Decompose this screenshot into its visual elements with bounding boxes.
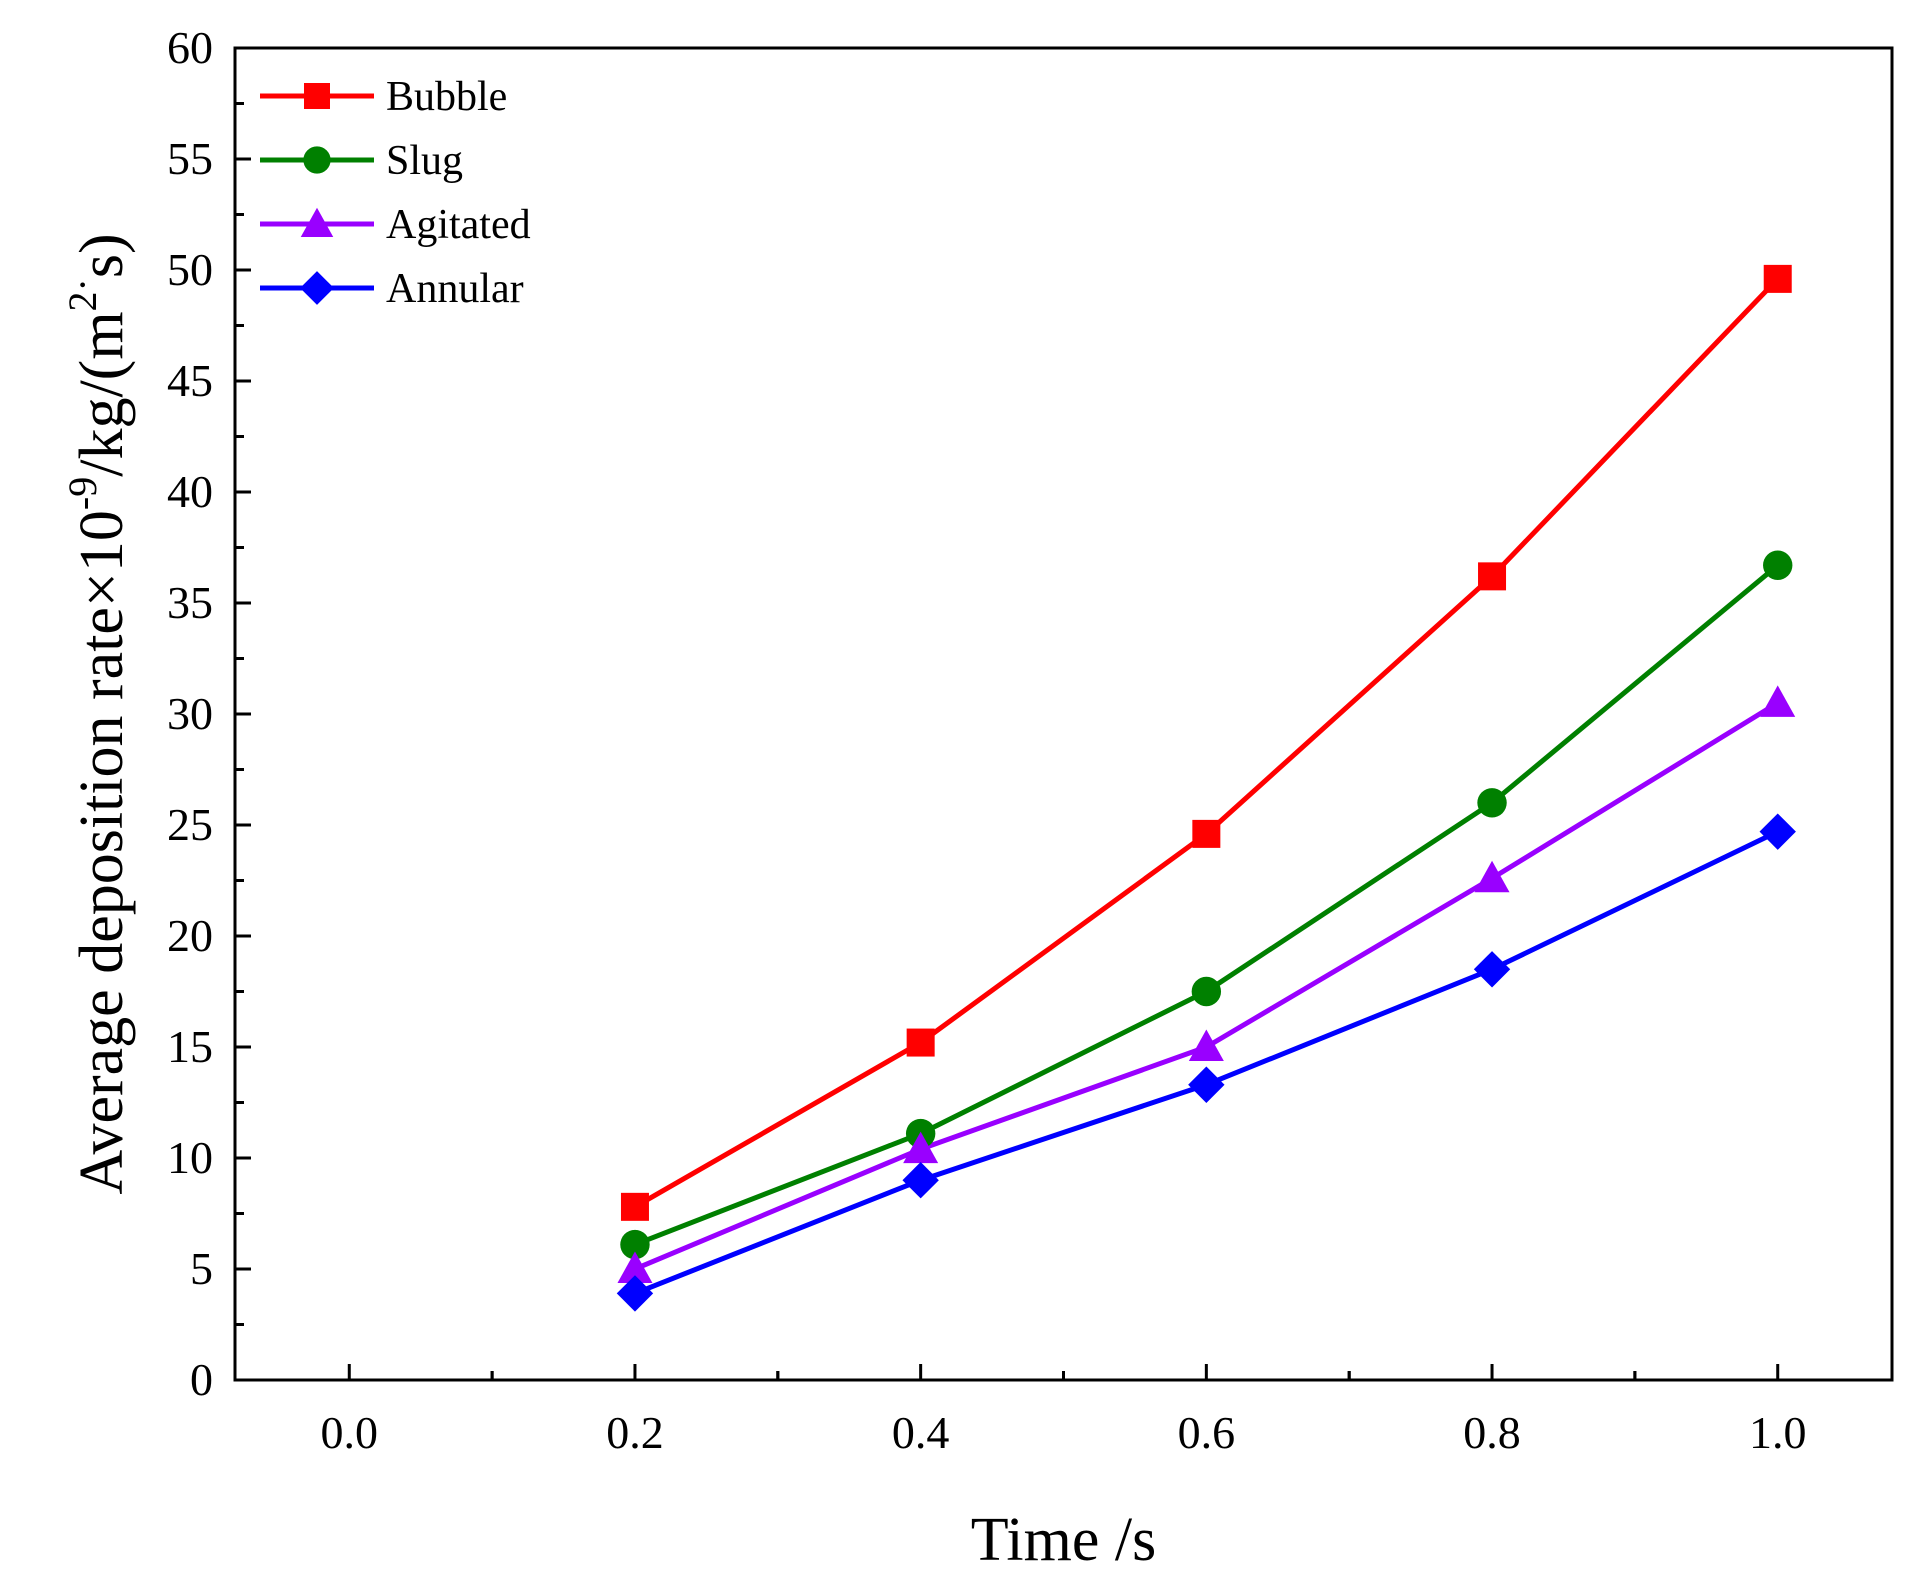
line-chart: 0.0 0.2 0.4 0.6 0.8 1.0 0 5 10 15 20 25 30 35 40 45 50 5… xyxy=(0,0,1917,1582)
x-tick-label: 0.0 xyxy=(321,1407,379,1458)
x-tick-label: 0.6 xyxy=(1178,1407,1236,1458)
legend-label-annular: Annular xyxy=(386,266,524,312)
x-tick-label: 0.4 xyxy=(892,1407,950,1458)
legend-marker-slug xyxy=(303,146,330,173)
y-axis-title-superscript-square: 2 xyxy=(60,291,105,311)
y-tick-label: 10 xyxy=(167,1132,213,1183)
data-point-bubble xyxy=(1192,820,1220,848)
y-tick-label: 50 xyxy=(167,244,213,295)
data-point-slug xyxy=(1763,551,1792,580)
x-tick-label: 0.2 xyxy=(606,1407,664,1458)
y-tick-label: 20 xyxy=(167,910,213,961)
y-tick-label: 0 xyxy=(190,1354,213,1405)
legend-label-slug: Slug xyxy=(386,138,463,184)
y-tick-label: 45 xyxy=(167,355,213,406)
data-point-slug xyxy=(1477,788,1506,817)
x-axis-title: Time /s xyxy=(971,1506,1157,1574)
y-tick-label: 15 xyxy=(167,1021,213,1072)
data-point-slug xyxy=(1192,977,1221,1006)
y-tick-label: 5 xyxy=(190,1243,213,1294)
y-axis-title-main: Average deposition rate×10 xyxy=(68,510,136,1195)
y-tick-label: 60 xyxy=(167,22,213,73)
x-tick-label: 1.0 xyxy=(1749,1407,1807,1458)
y-tick-label: 55 xyxy=(167,133,213,184)
data-point-bubble xyxy=(907,1029,935,1057)
data-point-bubble xyxy=(621,1193,649,1221)
y-axis-title-dot: · xyxy=(60,278,105,291)
y-axis-title-unit-s: s) xyxy=(68,233,136,278)
y-tick-label: 30 xyxy=(167,688,213,739)
y-tick-label: 25 xyxy=(167,799,213,850)
y-axis-title: Average deposition rate×10-9/kg/(m2·s) xyxy=(60,233,136,1194)
y-tick-label: 40 xyxy=(167,466,213,517)
x-tick-label: 0.8 xyxy=(1463,1407,1521,1458)
data-point-bubble xyxy=(1764,265,1792,293)
legend-label-agitated: Agitated xyxy=(386,202,531,248)
y-axis-title-superscript-exponent: -9 xyxy=(60,477,105,510)
y-axis-title-unit-kg: /kg/(m xyxy=(68,311,136,476)
data-point-bubble xyxy=(1478,562,1506,590)
y-tick-label: 35 xyxy=(167,577,213,628)
legend-label-bubble: Bubble xyxy=(386,74,507,120)
legend-marker-bubble xyxy=(304,83,330,109)
